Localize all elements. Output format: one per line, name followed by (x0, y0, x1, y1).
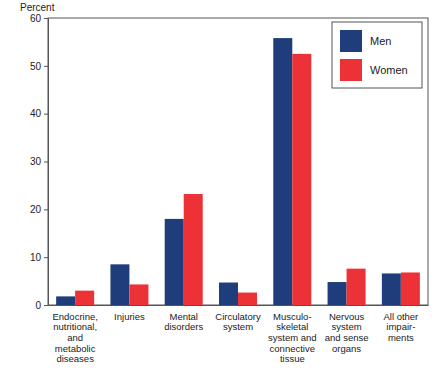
x-tick-label: Endocrine,nutritional,andmetabolicdiseas… (52, 311, 97, 365)
x-tick-label-line: skeletal (276, 321, 308, 332)
bar (401, 272, 420, 305)
bar (219, 283, 238, 305)
x-axis-line (49, 305, 429, 306)
bar (328, 282, 347, 305)
x-tick-label: Injuries (114, 311, 145, 322)
y-tick: 40 (30, 108, 48, 119)
x-tick-label-line: Endocrine, (52, 311, 97, 322)
x-tick-label: Circulatorysystem (215, 311, 261, 333)
x-tick-label-line: system (332, 321, 362, 332)
x-tick-label-line: tissue (280, 353, 305, 364)
chart: 0102030405060Endocrine,nutritional,andme… (0, 0, 436, 368)
x-tick-label-line: connective (270, 343, 315, 354)
y-tick-label: 10 (30, 252, 42, 263)
legend-label: Women (370, 64, 408, 76)
bar (347, 269, 366, 305)
x-tick: Circulatorysystem (215, 305, 261, 332)
x-tick-label-line: disorders (164, 321, 203, 332)
x-tick-label-line: nutritional, (53, 321, 97, 332)
x-tick-label: Mentaldisorders (164, 311, 203, 333)
x-tick-label: All otherimpair-ments (383, 311, 418, 343)
x-tick: Injuries (114, 305, 145, 322)
y-tick: 10 (30, 252, 48, 263)
y-tick-mark (44, 305, 48, 306)
bar (292, 54, 311, 305)
x-tick-label: Musculo-skeletalsystem andconnectivetiss… (268, 311, 317, 365)
x-tick: All otherimpair-ments (383, 305, 418, 343)
x-tick-label-line: Circulatory (215, 311, 261, 322)
x-tick-label-line: system (223, 321, 253, 332)
x-tick-label-line: impair- (386, 321, 415, 332)
y-axis: 0 10 20 30 40 50 60 (30, 13, 49, 311)
bar (129, 284, 148, 305)
bar (110, 264, 129, 305)
y-tick-mark (44, 114, 48, 115)
y-tick: 60 (30, 13, 48, 24)
bar (184, 194, 203, 305)
x-tick: Nervoussystemand senseorgans (325, 305, 369, 354)
y-tick-mark (44, 209, 48, 210)
x-tick-label-line: metabolic (55, 343, 96, 354)
x-tick-label-line: Musculo- (273, 311, 312, 322)
y-tick-mark (44, 66, 48, 67)
y-tick-label: 50 (30, 61, 42, 72)
y-axis-line (48, 19, 49, 306)
y-tick-label: 0 (35, 300, 41, 311)
y-tick-label: 20 (30, 204, 42, 215)
legend: Men Women (332, 22, 422, 88)
plot-frame (48, 18, 428, 305)
x-tick-label-line: organs (332, 343, 361, 354)
y-tick-mark (44, 18, 48, 19)
x-tick-label-line: All other (383, 311, 418, 322)
plot: 0102030405060Endocrine,nutritional,andme… (30, 13, 429, 365)
y-tick-label: 30 (30, 156, 42, 167)
x-tick: Endocrine,nutritional,andmetabolicdiseas… (52, 305, 97, 364)
bar (273, 38, 292, 305)
x-axis: Endocrine,nutritional,andmetabolicdiseas… (49, 305, 429, 364)
x-tick-label-line: and (67, 332, 83, 343)
bar (165, 219, 184, 305)
bar (382, 273, 401, 305)
x-tick-label-line: system and (268, 332, 317, 343)
legend-frame (332, 22, 422, 88)
y-tick-mark (44, 162, 48, 163)
bar (238, 293, 257, 305)
x-tick-label-line: Injuries (114, 311, 145, 322)
y-tick: 30 (30, 156, 48, 167)
x-tick-label-line: ments (388, 332, 414, 343)
x-tick-label-line: diseases (56, 353, 94, 364)
x-tick-label-line: and sense (325, 332, 369, 343)
bar (56, 296, 75, 305)
legend-swatch (340, 30, 362, 52)
x-tick-label-line: Mental (169, 311, 198, 322)
x-tick: Mentaldisorders (164, 305, 203, 332)
y-tick: 50 (30, 61, 48, 72)
x-tick: Musculo-skeletalsystem andconnectivetiss… (268, 305, 317, 364)
y-tick: 0 (35, 300, 48, 311)
bar (75, 291, 94, 305)
x-tick-label-line: Nervous (329, 311, 365, 322)
y-tick-mark (44, 257, 48, 258)
y-tick-label: 40 (30, 108, 42, 119)
y-tick-label: 60 (30, 13, 42, 24)
legend-swatch (340, 59, 362, 81)
legend-label: Men (370, 35, 391, 47)
y-tick: 20 (30, 204, 48, 215)
x-tick-label: Nervoussystemand senseorgans (325, 311, 369, 354)
y-axis-title: Percent (20, 2, 55, 13)
